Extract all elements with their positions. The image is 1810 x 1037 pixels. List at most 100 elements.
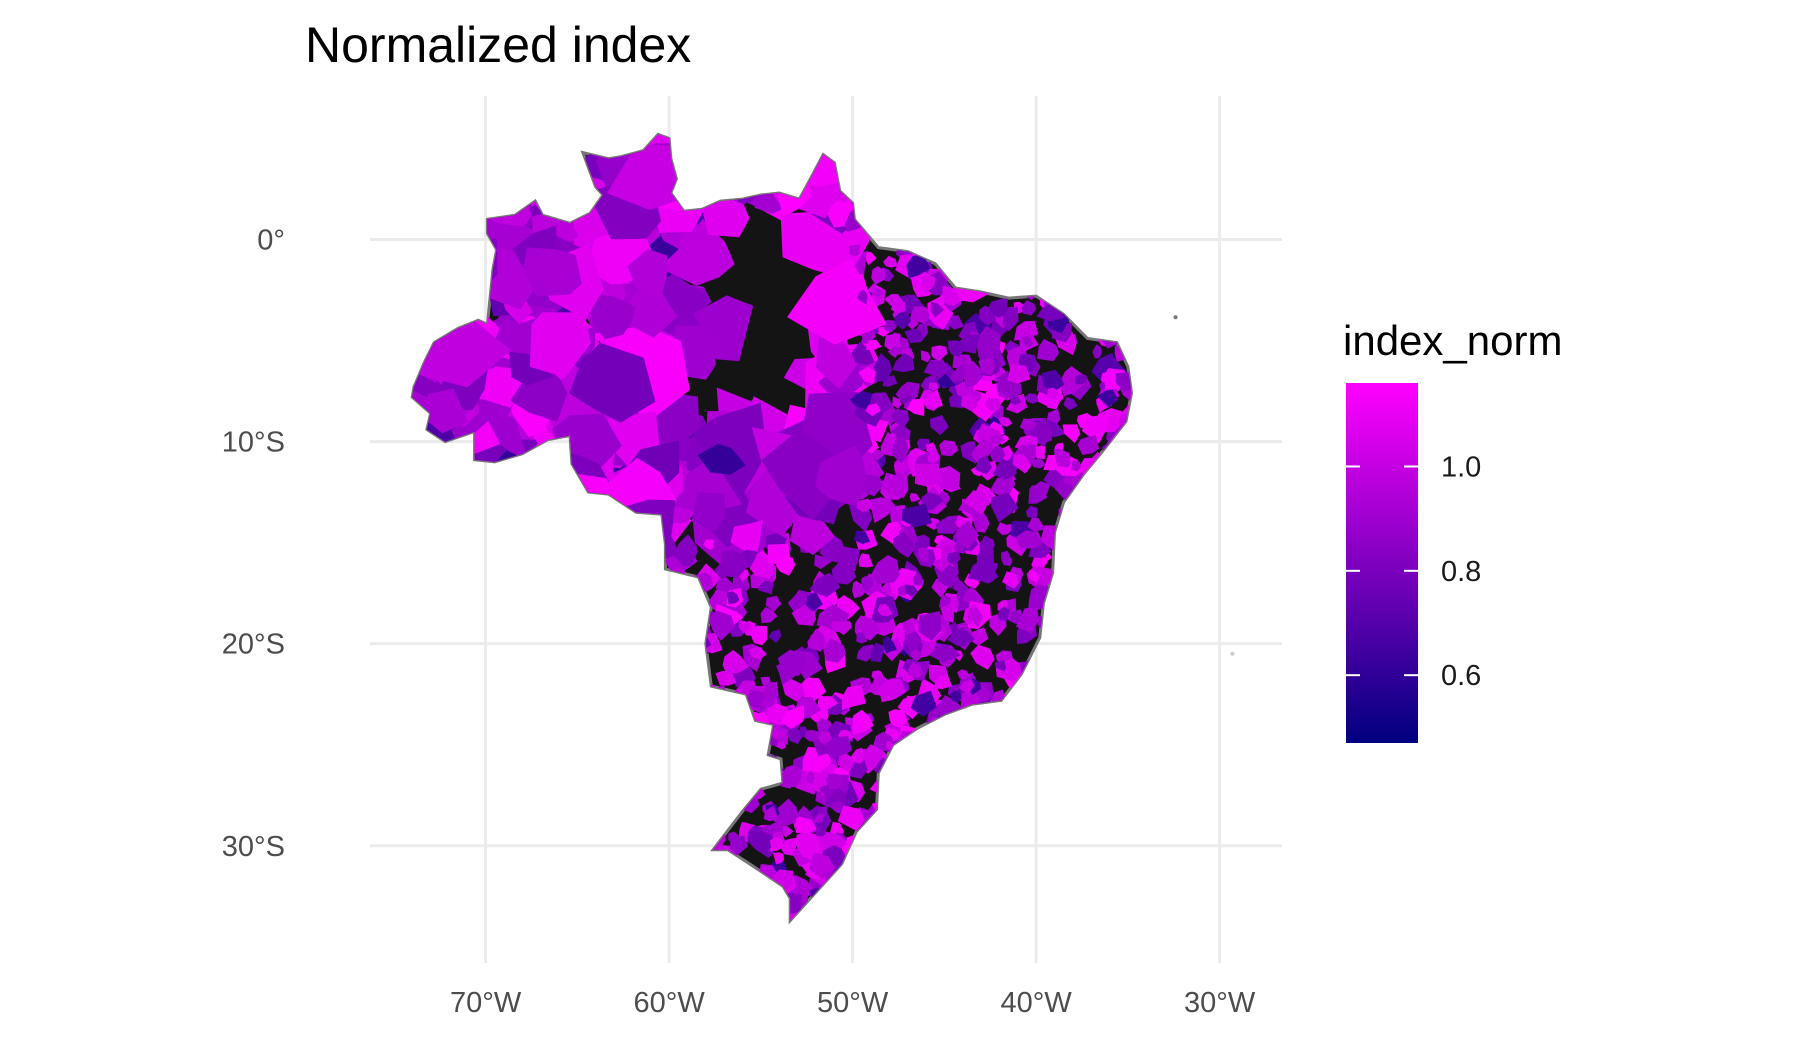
municipality: [921, 229, 933, 239]
municipality: [498, 747, 527, 770]
municipality: [1026, 818, 1050, 843]
municipality: [1079, 189, 1097, 202]
municipality: [537, 692, 551, 706]
municipality: [1086, 766, 1111, 789]
municipality: [768, 629, 782, 643]
municipality: [511, 789, 537, 811]
municipality: [1108, 889, 1128, 906]
municipality: [462, 882, 488, 908]
municipality: [721, 778, 738, 790]
municipality: [428, 717, 444, 732]
municipality: [1132, 769, 1147, 782]
municipality: [892, 787, 916, 811]
legend-break-label: 0.8: [1441, 556, 1481, 588]
municipality: [951, 767, 971, 792]
municipality: [931, 832, 955, 856]
municipality: [904, 167, 922, 188]
municipality: [1109, 598, 1126, 618]
municipality: [675, 917, 695, 921]
municipality: [546, 134, 579, 171]
municipality: [905, 152, 934, 176]
municipality: [437, 709, 457, 730]
municipality: [949, 364, 967, 382]
municipality: [964, 197, 983, 215]
municipality: [1011, 850, 1036, 877]
municipality: [420, 708, 433, 723]
municipality: [645, 727, 664, 744]
municipality: [486, 914, 514, 921]
municipality: [1039, 698, 1053, 711]
municipality: [1071, 649, 1087, 660]
municipality: [949, 690, 962, 703]
municipality: [1034, 797, 1063, 826]
municipality: [922, 389, 943, 409]
municipality: [509, 590, 522, 603]
municipality: [429, 689, 446, 706]
municipality: [586, 798, 604, 820]
municipality: [1074, 255, 1090, 274]
municipality: [1073, 653, 1096, 678]
municipality: [940, 750, 956, 768]
municipality: [1097, 631, 1110, 643]
municipality: [1010, 850, 1026, 865]
municipality: [730, 520, 763, 557]
municipality: [1118, 661, 1132, 685]
municipality: [967, 560, 999, 584]
municipality: [435, 888, 458, 912]
municipality: [435, 629, 456, 652]
municipality: [647, 653, 679, 689]
municipality: [1028, 570, 1040, 583]
municipality: [476, 888, 491, 904]
municipality: [820, 913, 839, 921]
municipality: [601, 826, 626, 852]
municipality: [676, 624, 697, 645]
municipality: [937, 170, 951, 180]
municipality: [1092, 344, 1102, 359]
municipality: [918, 611, 942, 641]
municipality: [882, 216, 901, 235]
municipality: [1128, 544, 1132, 557]
municipality: [511, 562, 540, 591]
municipality: [948, 251, 966, 267]
municipality: [565, 807, 579, 819]
municipality: [547, 913, 561, 921]
municipality: [1108, 712, 1124, 728]
municipality: [764, 681, 779, 702]
municipality: [457, 902, 473, 921]
municipality: [603, 799, 628, 824]
municipality: [494, 651, 513, 679]
municipality: [676, 903, 688, 914]
municipality: [623, 582, 643, 599]
municipality: [781, 890, 802, 914]
municipality: [1047, 715, 1067, 732]
municipality: [981, 881, 1002, 904]
municipality: [1024, 773, 1056, 799]
municipality: [1065, 247, 1084, 267]
municipality: [1035, 730, 1064, 758]
municipality: [828, 905, 845, 919]
municipality: [1126, 799, 1132, 824]
municipality: [623, 590, 635, 605]
municipality: [412, 786, 430, 808]
municipality: [517, 622, 537, 644]
municipality: [593, 535, 608, 551]
municipality: [665, 750, 680, 771]
municipality: [550, 588, 575, 611]
municipality: [426, 590, 444, 610]
municipality: [635, 753, 662, 780]
municipality: [613, 865, 635, 886]
municipality: [679, 813, 692, 824]
municipality: [710, 745, 734, 763]
municipality: [1115, 653, 1125, 666]
municipality: [967, 145, 980, 159]
municipality: [691, 682, 719, 708]
municipality: [959, 845, 983, 862]
municipality: [1092, 799, 1114, 826]
municipality: [669, 592, 695, 620]
municipality: [417, 868, 433, 888]
municipality: [739, 912, 761, 921]
municipality: [915, 763, 947, 797]
municipality: [1067, 628, 1094, 651]
municipality: [679, 830, 710, 855]
municipality: [1130, 496, 1132, 521]
